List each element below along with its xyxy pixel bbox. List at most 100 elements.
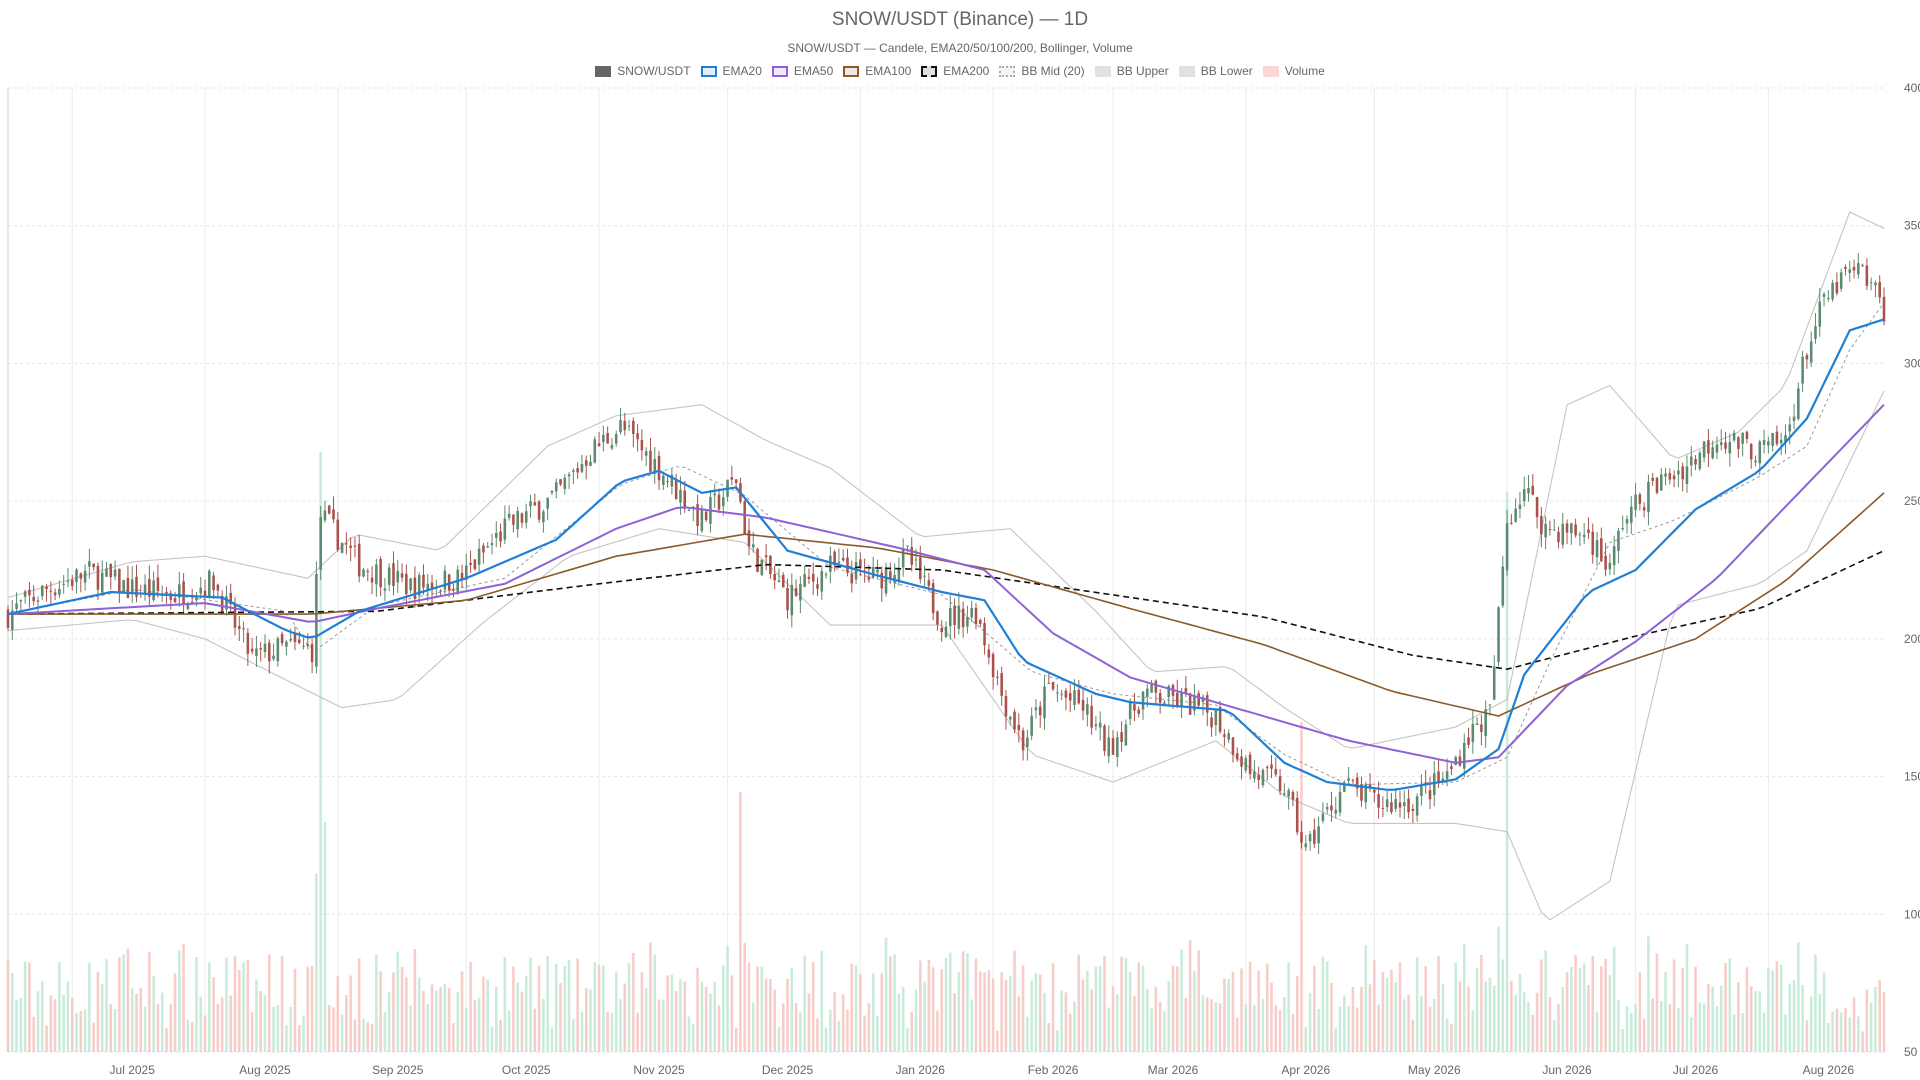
candle-body — [1672, 475, 1676, 480]
candle-body — [1771, 433, 1774, 446]
volume-bar — [730, 975, 734, 1052]
candle-body — [1548, 529, 1552, 531]
candle-body — [554, 482, 558, 492]
volume-bar — [1193, 971, 1196, 1052]
legend-item[interactable]: Volume — [1262, 64, 1325, 78]
candle-body — [357, 543, 361, 577]
bb-upper-line — [7, 211, 1885, 749]
volume-bar — [507, 1010, 511, 1052]
volume-bar — [1013, 950, 1016, 1052]
candle-body — [1283, 793, 1286, 795]
volume-bar — [152, 975, 155, 1052]
legend-item[interactable]: BB Lower — [1178, 64, 1253, 78]
volume-bar — [88, 962, 91, 1052]
candle-body — [1805, 355, 1809, 360]
candle-body — [1077, 689, 1081, 704]
volume-bar — [1274, 1005, 1278, 1052]
candle-body — [512, 514, 515, 525]
volume-bar — [944, 957, 948, 1052]
candle-body — [880, 572, 884, 589]
volume-bar — [1882, 992, 1886, 1052]
candle-body — [593, 439, 597, 463]
candle-body — [366, 571, 370, 573]
candle-body — [208, 570, 211, 597]
volume-bar — [1578, 967, 1582, 1052]
candle-body — [1471, 723, 1475, 743]
candle-body — [1274, 769, 1278, 775]
legend-item[interactable]: EMA50 — [771, 64, 833, 78]
volume-bar — [1625, 1006, 1629, 1052]
candle-body — [465, 565, 468, 581]
volume-bar — [816, 1018, 819, 1052]
volume-bar — [1047, 1023, 1051, 1052]
volume-bar — [807, 993, 811, 1052]
volume-bar — [846, 1009, 849, 1052]
candle-body — [1128, 700, 1132, 719]
candle-body — [1086, 704, 1089, 715]
volume-bar — [1163, 1011, 1166, 1052]
candle-body — [1540, 515, 1543, 535]
volume-bar — [1201, 995, 1205, 1052]
candle-body — [263, 643, 267, 653]
candle-body — [640, 439, 644, 451]
volume-bar — [1360, 986, 1363, 1052]
candle-body — [96, 565, 100, 590]
volume-bar — [1008, 975, 1012, 1052]
candle-body — [1625, 519, 1629, 524]
x-tick-label: Aug 2025 — [239, 1063, 291, 1077]
candle-body — [867, 576, 871, 580]
legend-item[interactable]: EMA100 — [843, 64, 911, 78]
candle-body — [1797, 388, 1800, 419]
y-tick-label: 200 — [1904, 632, 1920, 646]
legend-item[interactable]: EMA20 — [700, 64, 762, 78]
volume-bar — [623, 983, 627, 1052]
candle-body — [1330, 805, 1333, 811]
volume-bar — [1154, 986, 1158, 1052]
volume-bar — [1694, 966, 1697, 1052]
candle-body — [1587, 529, 1590, 534]
volume-bar — [1107, 1007, 1111, 1052]
candle-body — [173, 598, 177, 603]
volume-bar — [906, 1028, 909, 1052]
legend-item[interactable]: BB Upper — [1094, 64, 1169, 78]
candle-body — [919, 557, 922, 580]
candle-body — [1347, 778, 1350, 781]
candle-body — [542, 511, 545, 523]
candle-body — [1270, 764, 1273, 769]
volume-bar — [1651, 998, 1654, 1052]
candle-body — [233, 604, 237, 628]
legend-item[interactable]: EMA200 — [921, 64, 989, 78]
volume-bar — [542, 998, 545, 1052]
candle-body — [1694, 459, 1697, 465]
volume-bar — [392, 972, 395, 1052]
volume-bar — [777, 1027, 781, 1052]
volume-bar — [1180, 949, 1183, 1052]
volume-bar — [62, 994, 65, 1052]
volume-bar — [1784, 1014, 1787, 1052]
candle-body — [1081, 700, 1085, 711]
volume-bar — [931, 967, 935, 1052]
volume-bar — [859, 974, 862, 1052]
legend-swatch — [1178, 65, 1195, 77]
volume-bar — [1428, 1006, 1432, 1052]
legend-item[interactable]: BB Mid (20) — [999, 64, 1085, 78]
candle-body — [1638, 494, 1642, 504]
x-tick-label: Jul 2026 — [1673, 1063, 1719, 1077]
volume-bar — [1792, 980, 1796, 1052]
volume-bar — [640, 972, 644, 1052]
candle-body — [829, 555, 832, 572]
candle-body — [1133, 704, 1136, 711]
volume-bar — [58, 962, 61, 1052]
candle-body — [1043, 686, 1046, 719]
volume-bar — [1235, 1017, 1239, 1052]
candle-body — [1257, 774, 1260, 780]
legend-item[interactable]: SNOW/USDT — [595, 64, 691, 78]
volume-bar — [533, 1008, 537, 1052]
x-tick-label: Aug 2026 — [1803, 1063, 1855, 1077]
candle-body — [1038, 706, 1042, 716]
candle-body — [1582, 534, 1586, 537]
candle-body — [747, 530, 751, 547]
candle-body — [614, 434, 618, 444]
y-tick-label: 250 — [1904, 494, 1920, 508]
